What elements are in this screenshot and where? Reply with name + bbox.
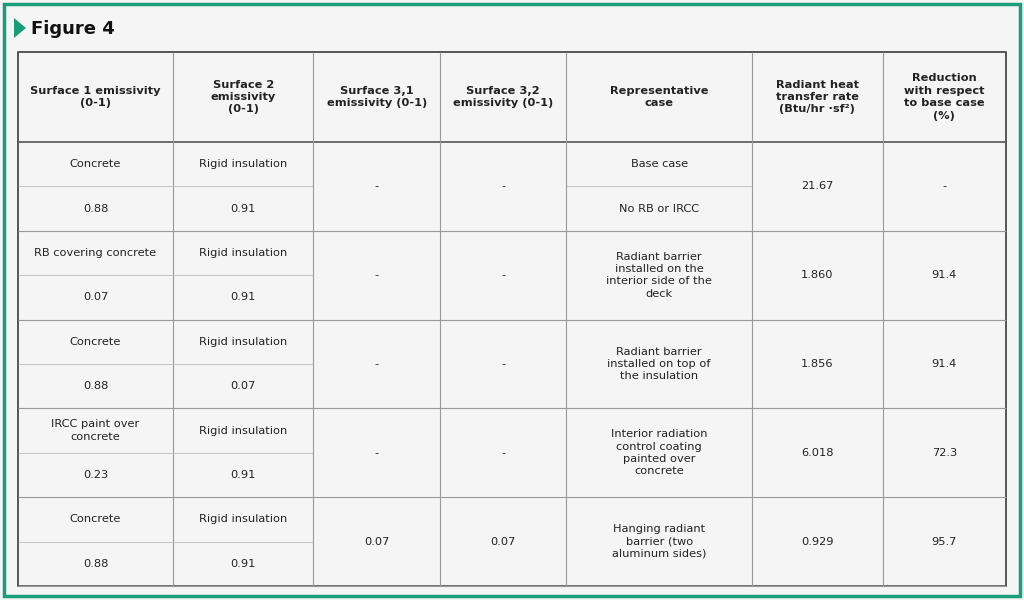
Text: -: - (375, 181, 379, 191)
Bar (18, 52, 1006, 586)
Text: 0.91: 0.91 (230, 559, 256, 569)
Text: 1.860: 1.860 (801, 270, 834, 280)
Text: 1.856: 1.856 (801, 359, 834, 369)
Text: 0.07: 0.07 (83, 292, 109, 302)
Text: No RB or IRCC: No RB or IRCC (620, 203, 699, 214)
Text: Base case: Base case (631, 159, 688, 169)
Text: Rigid insulation: Rigid insulation (199, 248, 288, 258)
Text: -: - (501, 181, 505, 191)
Text: Radiant barrier
installed on the
interior side of the
deck: Radiant barrier installed on the interio… (606, 251, 712, 299)
Text: Concrete: Concrete (70, 337, 121, 347)
Text: 0.23: 0.23 (83, 470, 109, 480)
Text: 6.018: 6.018 (801, 448, 834, 458)
Text: Concrete: Concrete (70, 159, 121, 169)
Text: 72.3: 72.3 (932, 448, 956, 458)
Text: 0.88: 0.88 (83, 381, 109, 391)
Text: -: - (942, 181, 946, 191)
Text: Representative
case: Representative case (610, 86, 709, 108)
Text: Hanging radiant
barrier (two
aluminum sides): Hanging radiant barrier (two aluminum si… (612, 524, 707, 559)
Text: -: - (375, 359, 379, 369)
Text: Radiant heat
transfer rate
(Btu/hr ·sf²): Radiant heat transfer rate (Btu/hr ·sf²) (776, 80, 859, 115)
Text: 0.07: 0.07 (490, 536, 516, 547)
Text: -: - (375, 270, 379, 280)
Text: Surface 1 emissivity
(0-1): Surface 1 emissivity (0-1) (31, 86, 161, 108)
Text: Reduction
with respect
to base case
(%): Reduction with respect to base case (%) (904, 73, 984, 121)
Text: Interior radiation
control coating
painted over
concrete: Interior radiation control coating paint… (611, 429, 708, 476)
Text: 0.07: 0.07 (230, 381, 256, 391)
Text: Rigid insulation: Rigid insulation (199, 514, 288, 524)
Text: Rigid insulation: Rigid insulation (199, 159, 288, 169)
Text: Surface 3,1
emissivity (0-1): Surface 3,1 emissivity (0-1) (327, 86, 427, 108)
Text: 0.88: 0.88 (83, 203, 109, 214)
Text: 21.67: 21.67 (801, 181, 834, 191)
Text: 0.91: 0.91 (230, 470, 256, 480)
Text: 91.4: 91.4 (932, 270, 956, 280)
Text: Surface 2
emissivity
(0-1): Surface 2 emissivity (0-1) (211, 80, 275, 115)
Text: 95.7: 95.7 (932, 536, 957, 547)
Polygon shape (14, 18, 26, 38)
Text: Concrete: Concrete (70, 514, 121, 524)
Text: IRCC paint over
concrete: IRCC paint over concrete (51, 419, 139, 442)
Text: 91.4: 91.4 (932, 359, 956, 369)
Text: Rigid insulation: Rigid insulation (199, 425, 288, 436)
Text: Radiant barrier
installed on top of
the insulation: Radiant barrier installed on top of the … (607, 347, 711, 382)
Text: 0.07: 0.07 (364, 536, 389, 547)
Text: Rigid insulation: Rigid insulation (199, 337, 288, 347)
Text: 0.88: 0.88 (83, 559, 109, 569)
Text: -: - (375, 448, 379, 458)
Text: 0.929: 0.929 (801, 536, 834, 547)
Text: -: - (501, 448, 505, 458)
Text: -: - (501, 359, 505, 369)
Text: Surface 3,2
emissivity (0-1): Surface 3,2 emissivity (0-1) (453, 86, 553, 108)
Text: Figure 4: Figure 4 (31, 20, 115, 38)
Text: 0.91: 0.91 (230, 203, 256, 214)
Text: RB covering concrete: RB covering concrete (35, 248, 157, 258)
Text: -: - (501, 270, 505, 280)
Text: 0.91: 0.91 (230, 292, 256, 302)
